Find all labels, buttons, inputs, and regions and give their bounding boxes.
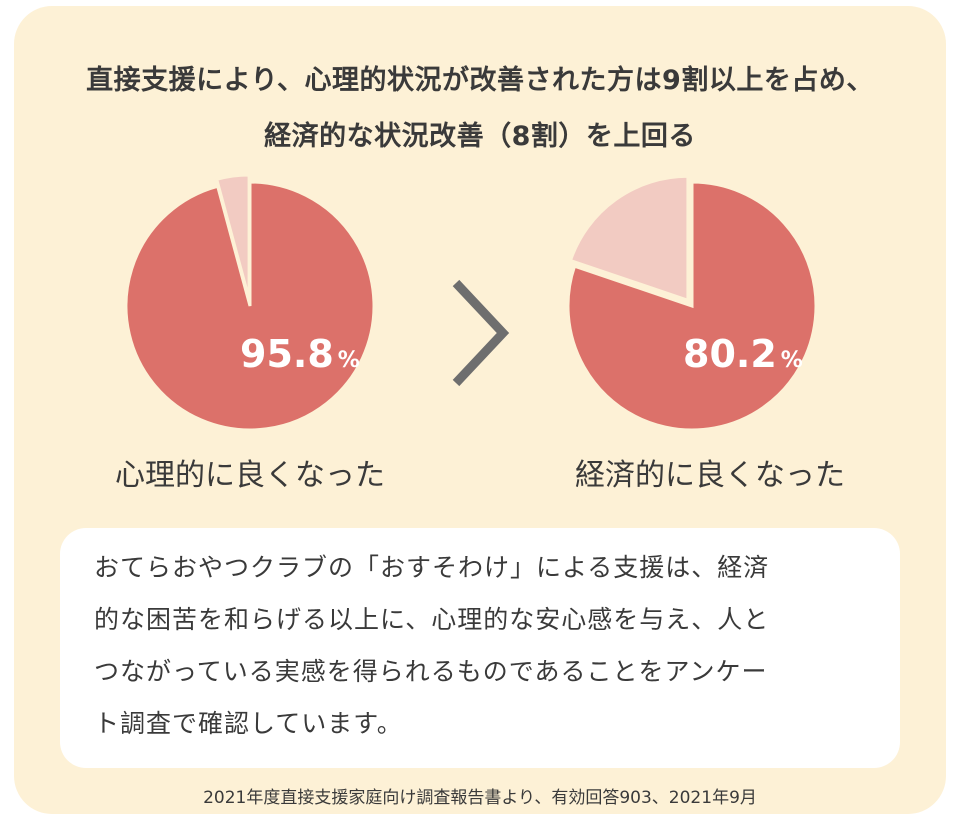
explanation-line-1: おてらおやつクラブの「おすそわけ」による支援は、経済 (94, 553, 770, 582)
explanation-line-4: ト調査で確認しています。 (94, 709, 403, 738)
pie-value-label-psychological: 95.8% (240, 332, 360, 376)
explanation-line-2: 的な困苦を和らげる以上に、心理的な安心感を与え、人と (94, 605, 770, 634)
pie-chart-economic: 80.2% (566, 174, 818, 432)
pie-slice-psychological-remainder (214, 173, 251, 300)
pie-slice-economic-improved (566, 180, 818, 432)
headline-line-1: 直接支援により、心理的状況が改善された方は9割以上を占め、 (86, 65, 874, 96)
pie-label-psychological: 心理的に良くなった (115, 458, 385, 493)
pie-slice-psychological-improved (124, 180, 376, 432)
explanation-line-3: つながっている実感を得られるものであることをアンケー (94, 657, 768, 686)
pie-slice-economic-remainder (568, 174, 690, 303)
greater-than-icon (452, 279, 510, 387)
pie-label-economic: 経済的に良くなった (575, 458, 845, 493)
pie-chart-psychological: 95.8% (124, 173, 376, 432)
pie-value-label-economic: 80.2% (683, 332, 803, 376)
source-note: 2021年度直接支援家庭向け調査報告書より、有効回答903、2021年9月 (203, 788, 757, 808)
explanation-box: おてらおやつクラブの「おすそわけ」による支援は、経済 的な困苦を和らげる以上に、… (60, 528, 900, 768)
headline-line-2: 経済的な状況改善（8割）を上回る (264, 121, 696, 152)
